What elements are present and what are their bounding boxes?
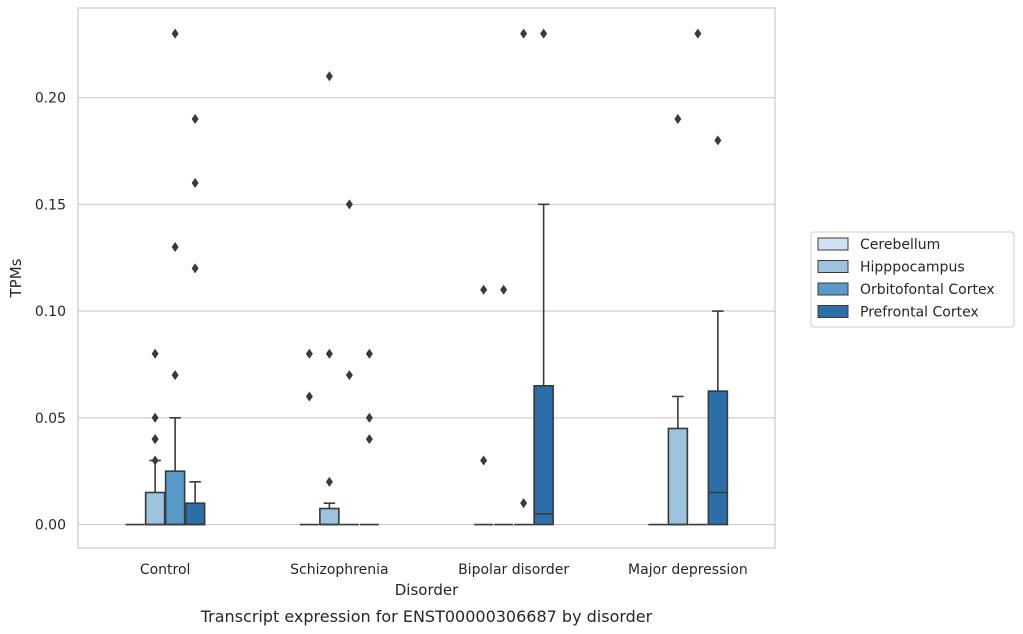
outlier-point [171, 242, 179, 253]
outlier-point [345, 199, 353, 210]
outlier-point [714, 135, 722, 146]
y-tick-label: 0.00 [35, 518, 66, 534]
box-hipppocampus-major-depression [667, 395, 689, 526]
outlier-point [325, 348, 333, 359]
outlier-point [365, 412, 373, 423]
y-tick-label: 0.05 [35, 411, 66, 427]
chart-caption: Transcript expression for ENST0000030668… [200, 607, 653, 626]
outlier-point [191, 178, 199, 189]
outlier-points [151, 28, 722, 509]
x-tick-label: Bipolar disorder [458, 562, 569, 578]
outlier-point [151, 348, 159, 359]
box-iqr [533, 384, 554, 526]
box-prefrontal-cortex-major-depression [707, 310, 729, 526]
outlier-point [540, 28, 548, 39]
box-iqr [667, 427, 689, 526]
outlier-point [171, 370, 179, 381]
outlier-point [305, 391, 313, 402]
outlier-point [480, 455, 488, 466]
x-axis-ticks: Control Schizophrenia Bipolar disorder Majo… [140, 562, 748, 578]
box-iqr [144, 491, 166, 526]
legend: Cerebellum Hipppocampus Orbitofontal Corte… [810, 231, 1015, 328]
legend-frame [810, 231, 1015, 328]
outlier-point [365, 434, 373, 445]
box-iqr [707, 390, 729, 526]
x-axis-title: Disorder [395, 581, 459, 599]
box-iqr [184, 502, 206, 526]
outlier-point [500, 284, 508, 295]
outlier-point [191, 113, 199, 124]
outlier-point [151, 434, 159, 445]
outlier-point [694, 28, 702, 39]
outlier-point [520, 28, 528, 39]
plot-frame [77, 7, 776, 549]
box-hipppocampus-control [144, 459, 166, 526]
x-tick-label: Schizophrenia [290, 562, 388, 578]
outlier-point [325, 476, 333, 487]
box-orbitofontal-cortex-control [164, 417, 186, 526]
box-hipppocampus-schizophrenia [319, 502, 340, 526]
outlier-point [674, 113, 682, 124]
legend-label: Cerebellum [860, 237, 940, 253]
outlier-point [151, 455, 159, 466]
outlier-point [520, 498, 528, 509]
legend-label: Prefrontal Cortex [860, 305, 979, 321]
box-prefrontal-cortex-bipolar-disorder [533, 203, 554, 526]
box-groups [125, 203, 729, 526]
box-prefrontal-cortex-control [184, 481, 206, 526]
y-tick-label: 0.20 [35, 91, 66, 107]
outlier-point [191, 263, 199, 274]
y-tick-label: 0.10 [35, 304, 66, 320]
outlier-point [151, 412, 159, 423]
y-axis-ticks: 0.00 0.05 0.10 0.15 0.20 [35, 91, 66, 534]
y-tick-label: 0.15 [35, 197, 66, 213]
x-tick-label: Control [140, 562, 191, 578]
legend-swatch [817, 260, 849, 273]
outlier-point [345, 370, 353, 381]
legend-swatch [817, 305, 849, 318]
outlier-point [480, 284, 488, 295]
box-iqr [319, 507, 340, 526]
legend-swatch [817, 237, 849, 251]
outlier-point [325, 71, 333, 82]
outlier-point [305, 348, 313, 359]
x-tick-label: Major depression [628, 562, 748, 578]
box-iqr [164, 470, 186, 526]
y-axis-title: TPMs [7, 258, 25, 298]
outlier-point [365, 348, 373, 359]
legend-label: Orbitofontal Cortex [860, 282, 995, 298]
outlier-point [171, 28, 179, 39]
legend-label: Hipppocampus [860, 260, 965, 276]
legend-swatch [817, 282, 849, 296]
